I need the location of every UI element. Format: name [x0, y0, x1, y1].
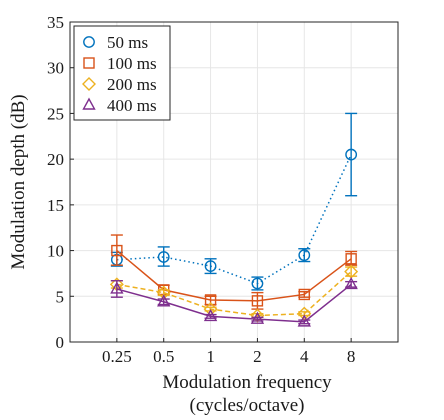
x-tick-label: 4 — [300, 347, 309, 366]
x-axis-label: Modulation frequency — [162, 372, 332, 393]
x-tick-label: 0.5 — [153, 347, 174, 366]
x-tick-label: 0.25 — [102, 347, 132, 366]
data-point — [157, 251, 170, 263]
data-point — [345, 253, 357, 265]
legend-marker — [83, 57, 95, 69]
legend-label: 100 ms — [107, 54, 157, 73]
data-point — [250, 311, 265, 324]
data-point — [111, 244, 123, 257]
data-point — [298, 249, 311, 262]
y-tick-label: 35 — [47, 13, 64, 32]
legend-entry: 100 ms — [83, 54, 157, 73]
legend-marker — [83, 36, 95, 48]
legend-entry: 400 ms — [82, 96, 157, 115]
legend: 50 ms 100 ms 200 ms 400 ms — [73, 25, 171, 121]
x-tick-label: 8 — [347, 347, 356, 366]
series-0 — [110, 112, 358, 291]
legend-box — [73, 25, 171, 121]
series-line — [116, 271, 352, 317]
legend-label: 200 ms — [107, 75, 157, 94]
series-2 — [109, 264, 359, 323]
x-tick-label: 1 — [206, 347, 215, 366]
plot-area-frame — [69, 21, 399, 343]
legend-label: 50 ms — [107, 33, 148, 52]
series-line — [116, 283, 352, 323]
data-point — [345, 148, 358, 161]
y-tick-label: 0 — [56, 333, 65, 352]
series-line — [116, 154, 352, 285]
legend-label: 400 ms — [107, 96, 157, 115]
legend-entry: 50 ms — [83, 33, 148, 52]
ticks: 0 5 10 15 20 25 30 35 0.25 0.5 1 2 4 8 — [47, 13, 355, 366]
y-tick-label: 30 — [47, 59, 64, 78]
series-line — [116, 249, 352, 302]
y-axis-label: Modulation depth (dB) — [8, 94, 29, 269]
data-point — [297, 314, 311, 327]
data-point — [204, 260, 217, 273]
data-point — [204, 294, 217, 306]
data-point — [110, 281, 124, 294]
data-point — [251, 277, 264, 290]
x-tick-label: 2 — [253, 347, 262, 366]
axes — [69, 21, 399, 343]
data-point — [203, 308, 218, 322]
data-point — [157, 294, 171, 307]
data-point — [298, 288, 310, 301]
data-point — [344, 276, 358, 290]
legend-marker — [82, 77, 96, 91]
data-point — [251, 295, 264, 307]
y-tick-label: 25 — [47, 104, 64, 123]
y-tick-label: 20 — [47, 150, 64, 169]
y-tick-label: 5 — [56, 287, 65, 306]
legend-marker — [82, 97, 96, 110]
y-tick-label: 15 — [47, 196, 64, 215]
series-3 — [110, 276, 358, 327]
legend-entry: 200 ms — [82, 75, 157, 94]
x-axis-label-unit: (cycles/octave) — [190, 395, 305, 416]
y-tick-label: 10 — [47, 242, 64, 261]
series-layer — [109, 112, 359, 327]
